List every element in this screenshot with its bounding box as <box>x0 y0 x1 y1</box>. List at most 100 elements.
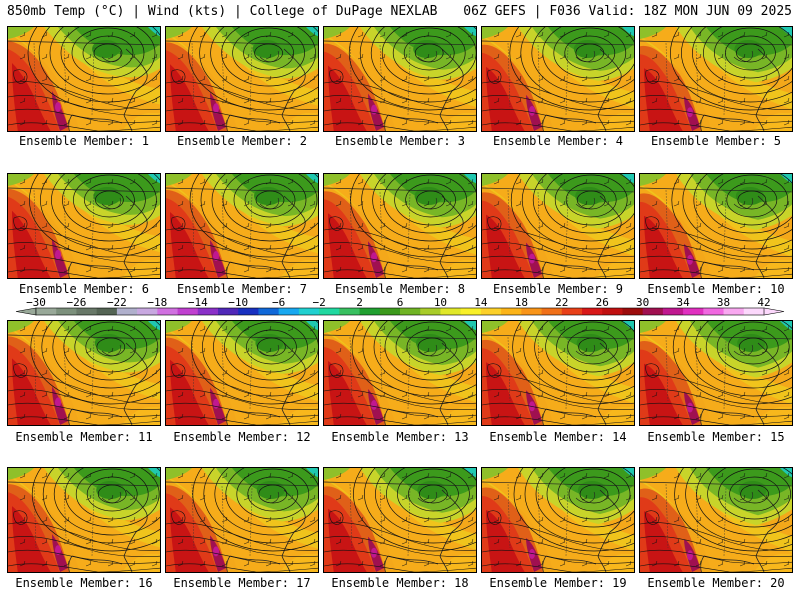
ensemble-member-map <box>7 173 161 279</box>
map-title: 850mb Temp (°C) | Wind (kts) | College o… <box>7 4 438 19</box>
ensemble-member-map <box>481 320 635 426</box>
colorbar-swatch <box>541 308 563 315</box>
colorbar-swatch <box>177 308 199 315</box>
ensemble-member-map <box>323 26 477 132</box>
colorbar-tick-label: −30 <box>26 296 46 309</box>
colorbar-tick-label: 2 <box>356 296 363 309</box>
colorbar-tick-label: 30 <box>636 296 649 309</box>
colorbar-frame <box>35 307 765 316</box>
colorbar-swatch <box>501 308 522 315</box>
ensemble-member-map <box>7 26 161 132</box>
temperature-map <box>640 321 792 425</box>
ensemble-member-map <box>639 467 793 573</box>
temperature-map <box>324 27 476 131</box>
temperature-map <box>324 174 476 278</box>
colorbar-swatch <box>218 308 239 315</box>
temperature-map <box>8 27 160 131</box>
colorbar-arrow-high <box>763 307 785 316</box>
colorbar-swatch <box>56 308 77 315</box>
colorbar-tick-label: 26 <box>596 296 609 309</box>
temperature-colorbar: −30 −26 −22 −18 −14 −10 −6 −2 2 6 10 14 18 22 26 30 34 38… <box>15 296 785 316</box>
ensemble-member-label: Ensemble Member: 13 <box>331 430 469 444</box>
colorbar-tick-label: 42 <box>757 296 770 309</box>
colorbar-swatch <box>116 308 138 315</box>
temperature-map <box>166 174 318 278</box>
ensemble-member-map <box>639 173 793 279</box>
colorbar-tick-label: 34 <box>676 296 690 309</box>
temperature-map <box>166 468 318 572</box>
temperature-map <box>166 321 318 425</box>
ensemble-member-map <box>481 26 635 132</box>
temperature-map <box>166 27 318 131</box>
temperature-map <box>640 468 792 572</box>
colorbar-swatch <box>561 308 583 315</box>
ensemble-member-label: Ensemble Member: 9 <box>492 282 624 296</box>
ensemble-member-map <box>481 173 635 279</box>
ensemble-member-map <box>323 320 477 426</box>
ensemble-member-label: Ensemble Member: 4 <box>492 134 624 148</box>
ensemble-member-map <box>165 26 319 132</box>
ensemble-member-label: Ensemble Member: 17 <box>173 576 311 590</box>
colorbar-swatch <box>400 308 421 315</box>
ensemble-member-label: Ensemble Member: 1 <box>18 134 150 148</box>
ensemble-member-label: Ensemble Member: 8 <box>334 282 466 296</box>
ensemble-member-map <box>323 173 477 279</box>
temperature-map <box>640 27 792 131</box>
ensemble-member-map <box>323 467 477 573</box>
ensemble-member-label: Ensemble Member: 5 <box>650 134 782 148</box>
ensemble-member-label: Ensemble Member: 19 <box>489 576 627 590</box>
colorbar-tick-label: 22 <box>555 296 568 309</box>
temperature-map <box>8 321 160 425</box>
ensemble-member-label: Ensemble Member: 12 <box>173 430 311 444</box>
colorbar-swatch <box>157 308 178 315</box>
colorbar-swatch <box>197 308 219 315</box>
colorbar-swatch <box>703 308 724 315</box>
colorbar-tick-label: 6 <box>397 296 404 309</box>
ensemble-member-label: Ensemble Member: 15 <box>647 430 785 444</box>
colorbar-swatch <box>521 308 542 315</box>
colorbar-swatch <box>460 308 482 315</box>
temperature-map <box>482 321 634 425</box>
run-valid-time: 06Z GEFS | F036 Valid: 18Z MON JUN 09 20… <box>463 4 792 19</box>
colorbar-swatch <box>723 308 745 315</box>
colorbar-swatch <box>622 308 644 315</box>
ensemble-member-map <box>639 320 793 426</box>
temperature-map <box>482 27 634 131</box>
colorbar-swatch <box>420 308 441 315</box>
colorbar-swatch <box>238 308 259 315</box>
colorbar-tick-label: 18 <box>515 296 528 309</box>
colorbar-swatch <box>339 308 360 315</box>
colorbar-swatch <box>278 308 300 315</box>
colorbar-swatch <box>96 308 118 315</box>
temperature-map <box>482 174 634 278</box>
colorbar-swatch <box>359 308 381 315</box>
colorbar-swatch <box>662 308 684 315</box>
temperature-map <box>482 468 634 572</box>
ensemble-member-label: Ensemble Member: 16 <box>15 576 153 590</box>
colorbar-tick-label: −6 <box>272 296 285 309</box>
colorbar-swatch <box>258 308 280 315</box>
colorbar-tick-label: −14 <box>188 296 208 309</box>
colorbar-swatch <box>379 308 401 315</box>
colorbar-swatch <box>582 308 603 315</box>
colorbar-swatch <box>642 308 664 315</box>
ensemble-member-label: Ensemble Member: 18 <box>331 576 469 590</box>
colorbar-swatch <box>683 308 704 315</box>
colorbar-swatch <box>602 308 623 315</box>
ensemble-member-map <box>165 173 319 279</box>
colorbar-tick-label: −22 <box>107 296 127 309</box>
ensemble-member-label: Ensemble Member: 11 <box>15 430 153 444</box>
colorbar-swatch <box>743 308 765 315</box>
colorbar-tick-label: −10 <box>228 296 248 309</box>
ensemble-member-label: Ensemble Member: 2 <box>176 134 308 148</box>
colorbar-tick-label: −18 <box>147 296 167 309</box>
ensemble-member-map <box>165 467 319 573</box>
ensemble-member-label: Ensemble Member: 3 <box>334 134 466 148</box>
temperature-map <box>640 174 792 278</box>
ensemble-member-label: Ensemble Member: 6 <box>18 282 150 296</box>
ensemble-member-label: Ensemble Member: 14 <box>489 430 627 444</box>
ensemble-member-map <box>7 467 161 573</box>
colorbar-tick-label: 14 <box>474 296 488 309</box>
ensemble-member-label: Ensemble Member: 10 <box>647 282 785 296</box>
temperature-map <box>324 468 476 572</box>
